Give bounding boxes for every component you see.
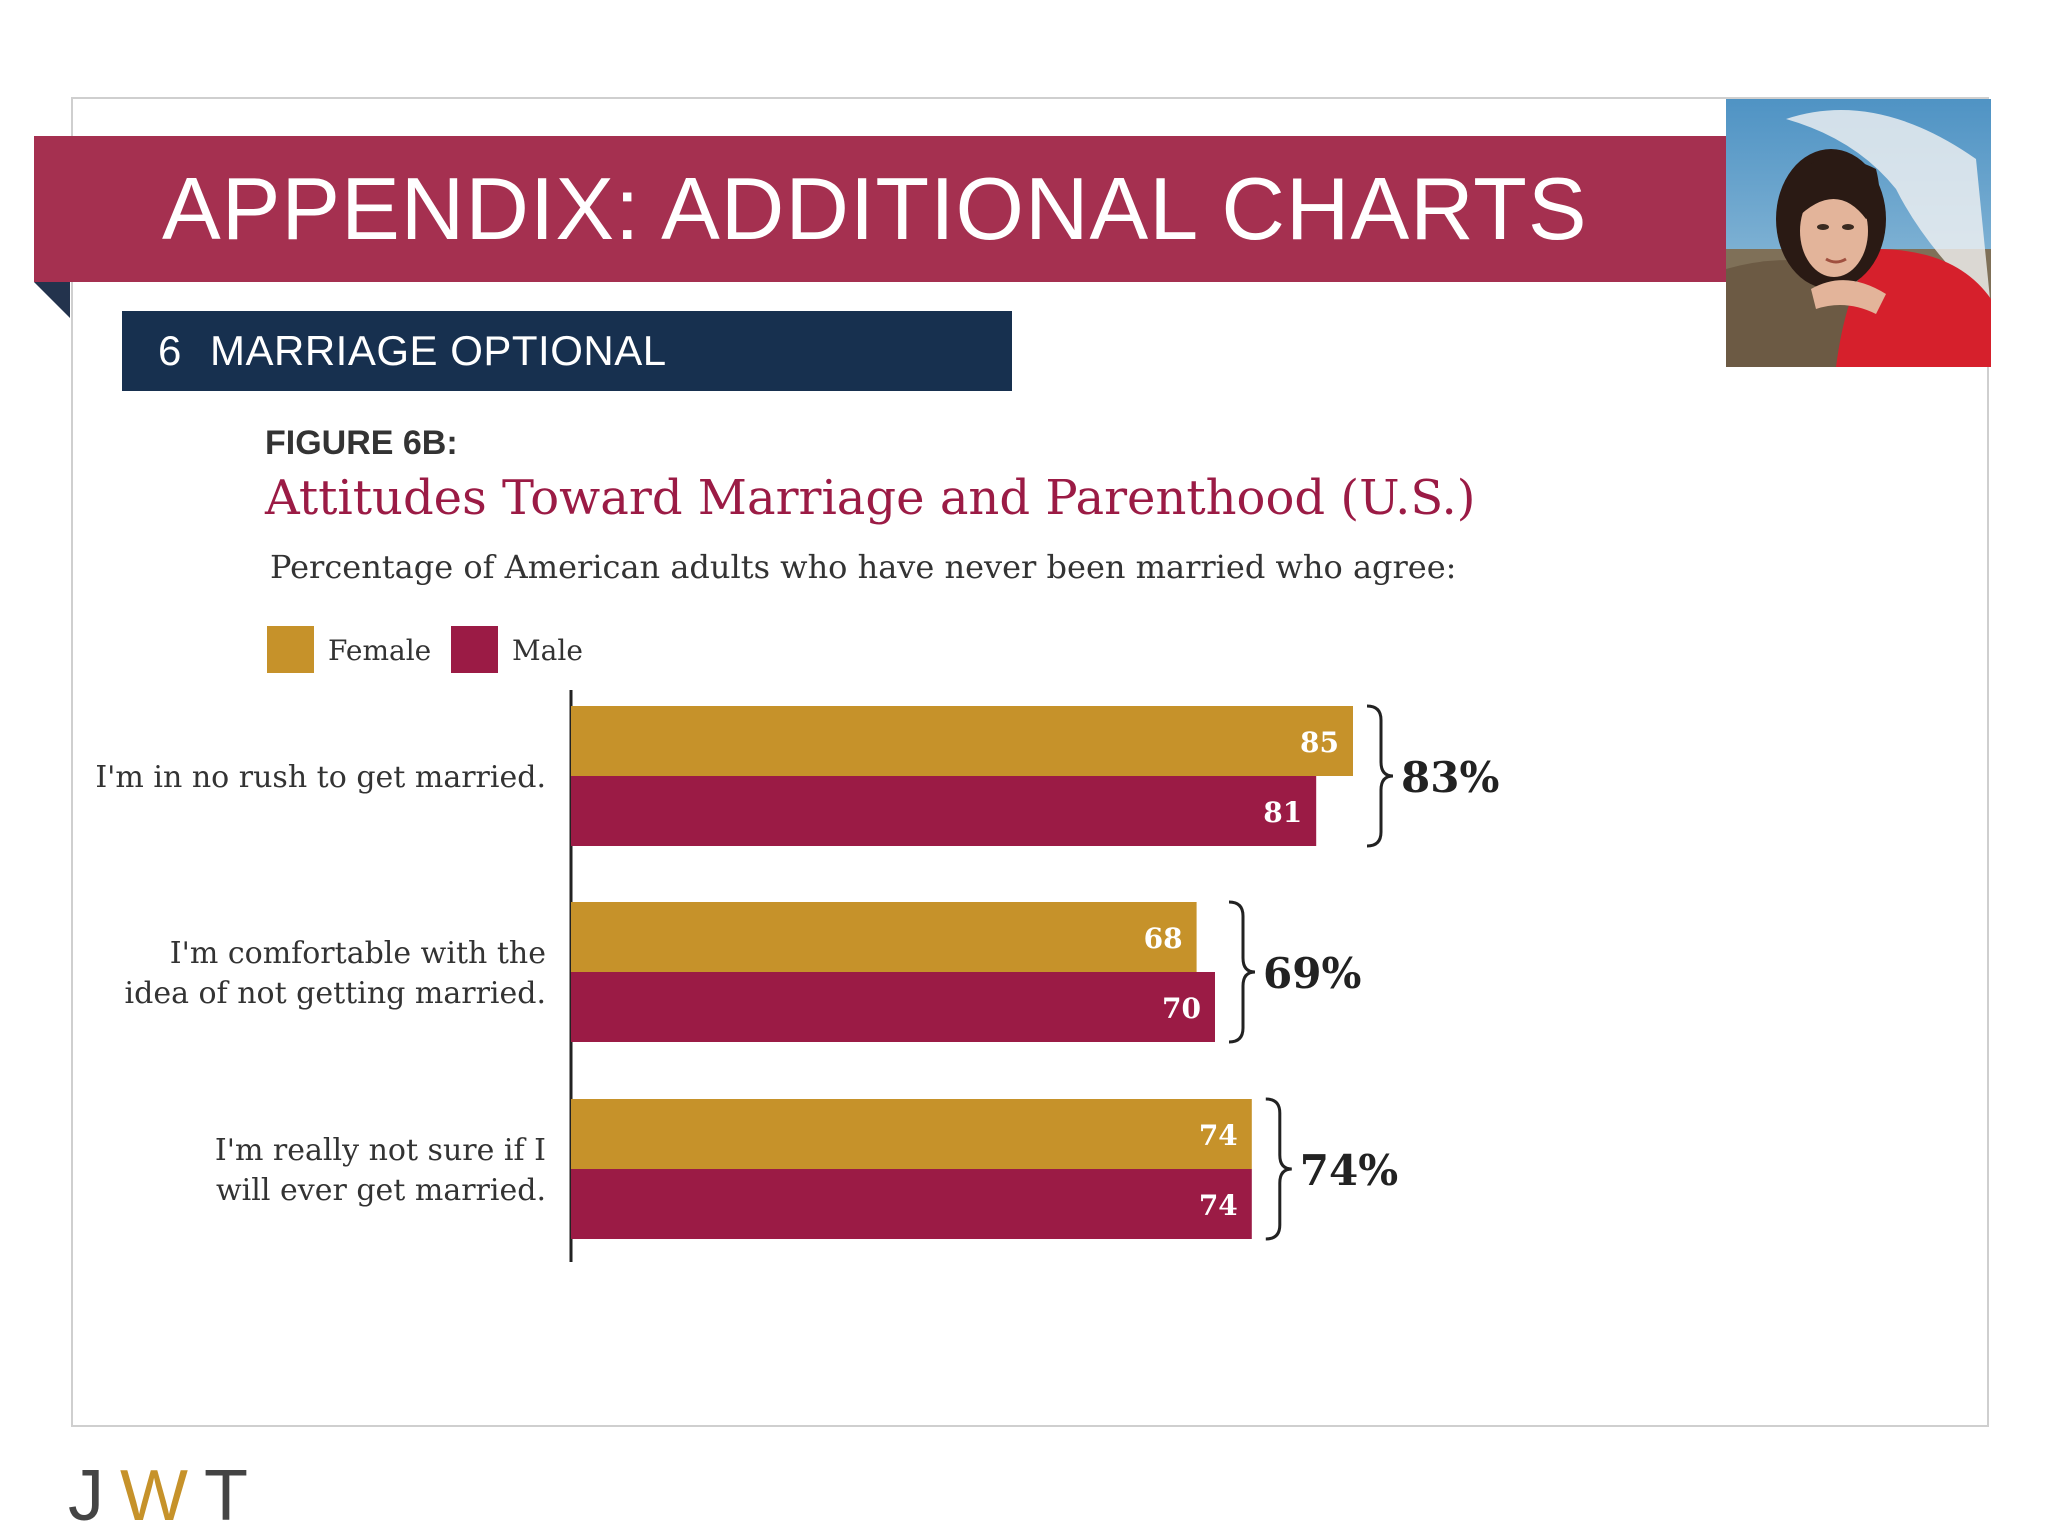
data-label-female-2: 68 — [1144, 922, 1183, 955]
brace-1 — [1366, 704, 1394, 848]
legend-label-male: Male — [512, 634, 583, 667]
data-label-female-3: 74 — [1199, 1119, 1238, 1152]
brace-3 — [1265, 1097, 1292, 1241]
logo-j: J — [68, 1456, 120, 1536]
chart-subtitle: Percentage of American adults who have n… — [270, 548, 1457, 586]
banner-fold — [34, 282, 70, 318]
bar-male-2 — [571, 972, 1215, 1042]
title-banner — [34, 136, 1728, 282]
section-header: 6 MARRIAGE OPTIONAL — [122, 311, 1012, 391]
logo-t: T — [203, 1456, 264, 1536]
legend-swatch-male — [451, 626, 498, 673]
bride-photo — [1726, 99, 1991, 367]
logo-w: W — [120, 1456, 204, 1536]
data-label-male-1: 81 — [1263, 796, 1302, 829]
jwt-logo: JWT — [68, 1455, 264, 1537]
legend-swatch-female — [267, 626, 314, 673]
category-label-2-line-1: I'm comfortable with the — [170, 936, 546, 971]
category-label-1-line-1: I'm in no rush to get married. — [95, 760, 546, 795]
chart-title: Attitudes Toward Marriage and Parenthood… — [265, 470, 1476, 526]
category-label-3-line-2: will ever get married. — [216, 1173, 546, 1208]
data-label-male-2: 70 — [1162, 992, 1201, 1025]
bar-female-3 — [571, 1099, 1252, 1169]
total-label-3: 74% — [1300, 1146, 1398, 1195]
category-label-2-line-2: idea of not getting married. — [125, 976, 546, 1011]
bride-photo-illustration — [1726, 99, 1991, 367]
total-label-1: 83% — [1401, 753, 1499, 802]
category-label-3-line-1: I'm really not sure if I — [215, 1133, 546, 1168]
data-label-male-3: 74 — [1199, 1189, 1238, 1222]
data-label-female-1: 85 — [1300, 726, 1339, 759]
page-title: APPENDIX: ADDITIONAL CHARTS — [162, 159, 1588, 258]
bar-female-2 — [571, 902, 1197, 972]
bar-male-1 — [571, 776, 1317, 846]
brace-2 — [1228, 900, 1256, 1044]
bar-female-1 — [571, 706, 1353, 776]
section-number: 6 — [158, 327, 182, 374]
legend-label-female: Female — [328, 634, 431, 667]
bar-male-3 — [571, 1169, 1252, 1239]
section-label: MARRIAGE OPTIONAL — [210, 327, 667, 374]
total-label-2: 69% — [1263, 949, 1361, 998]
figure-label: FIGURE 6B: — [265, 424, 458, 462]
